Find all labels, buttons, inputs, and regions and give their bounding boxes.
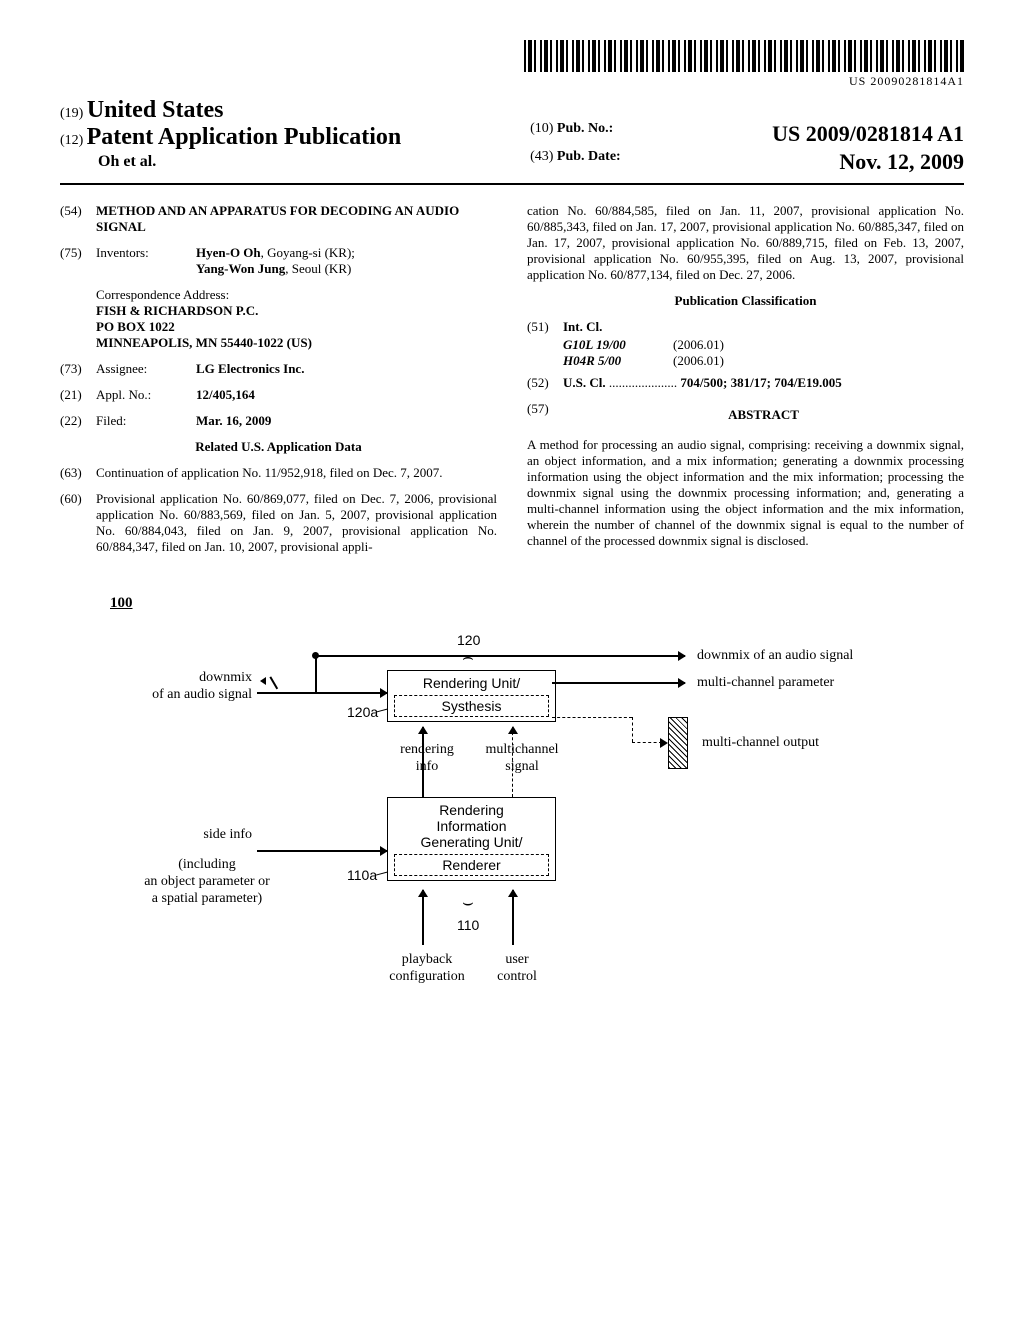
appl-num: (21) [60, 387, 96, 403]
box110-line2: Information [394, 818, 549, 834]
label-out-mcparam: multi-channel parameter [697, 675, 834, 692]
pub-date-num: (43) [530, 149, 553, 164]
ref-120a: 120a [347, 704, 378, 721]
header-block: (19) United States (12) Patent Applicati… [60, 97, 964, 185]
box-rendering-info-unit: Rendering Information Generating Unit/ R… [387, 797, 556, 881]
filed-label: Filed: [96, 413, 196, 429]
intcl-num: (51) [527, 319, 563, 335]
pub-type-num: (12) [60, 133, 83, 148]
appl-label: Appl. No.: [96, 387, 196, 403]
barcode-text: US 20090281814A1 [524, 74, 964, 89]
box120-line1: Rendering Unit/ [394, 675, 549, 691]
title-text: METHOD AND AN APPARATUS FOR DECODING AN … [96, 203, 497, 235]
intcl-1-code: G10L 19/00 [563, 337, 673, 353]
bibliographic-columns: (54) METHOD AND AN APPARATUS FOR DECODIN… [60, 203, 964, 565]
appl-value: 12/405,164 [196, 387, 497, 403]
assignee-value: LG Electronics Inc. [196, 361, 497, 377]
assignee-num: (73) [60, 361, 96, 377]
ref-110: 110 [457, 917, 479, 934]
assignee-label: Assignee: [96, 361, 196, 377]
cont-text: Continuation of application No. 11/952,9… [96, 465, 497, 481]
uscl-label: U.S. Cl. [563, 375, 606, 390]
correspondence-label: Correspondence Address: [96, 287, 497, 303]
pub-date-value: Nov. 12, 2009 [839, 149, 964, 175]
ref-110a: 110a [347, 867, 377, 884]
inventors-num: (75) [60, 245, 96, 277]
box110-line3: Generating Unit/ [394, 834, 549, 850]
label-side-info: side info [132, 827, 252, 844]
inventors-value: Hyen-O Oh [196, 245, 261, 260]
correspondence-city: MINNEAPOLIS, MN 55440-1022 (US) [96, 335, 497, 351]
label-downmix-in: downmix of an audio signal [112, 670, 252, 704]
cont-num: (63) [60, 465, 96, 481]
pub-no-num: (10) [530, 121, 553, 136]
related-heading: Related U.S. Application Data [60, 439, 497, 455]
title-num: (54) [60, 203, 96, 235]
label-user-control: user control [487, 952, 547, 986]
barcode-area: US 20090281814A1 [60, 40, 964, 89]
country-name: United States [87, 97, 224, 123]
hatched-output-box [668, 717, 688, 769]
authors-line: Oh et al. [98, 153, 494, 171]
figure-diagram: 120 ⌢ downmix of an audio signal downmix… [112, 632, 912, 1042]
correspondence-name: FISH & RICHARDSON P.C. [96, 303, 497, 319]
abstract-text: A method for processing an audio signal,… [527, 437, 964, 549]
label-side-info-sub: (including an object parameter or a spat… [122, 857, 292, 907]
uscl-dots: ..................... [606, 375, 681, 390]
intcl-label: Int. Cl. [563, 319, 602, 335]
label-multichannel-signal: multichannel signal [477, 742, 567, 776]
filed-num: (22) [60, 413, 96, 429]
filed-value: Mar. 16, 2009 [196, 413, 497, 429]
box-rendering-unit: Rendering Unit/ Systhesis [387, 670, 556, 722]
abstract-heading: ABSTRACT [563, 407, 964, 423]
classification-heading: Publication Classification [527, 293, 964, 309]
abstract-num: (57) [527, 401, 563, 427]
uscl-num: (52) [527, 375, 563, 391]
intcl-2-year: (2006.01) [673, 353, 773, 369]
label-rendering-info: rendering info [387, 742, 467, 776]
pub-date-label: Pub. Date: [557, 149, 621, 165]
intcl-2-code: H04R 5/00 [563, 353, 673, 369]
box110-line1: Rendering [394, 802, 549, 818]
uscl-value: 704/500; 381/17; 704/E19.005 [680, 375, 841, 390]
inventors-label: Inventors: [96, 245, 196, 277]
correspondence-box: PO BOX 1022 [96, 319, 497, 335]
label-out-downmix: downmix of an audio signal [697, 648, 853, 665]
box120-line2: Systhesis [394, 695, 549, 717]
intcl-1-year: (2006.01) [673, 337, 773, 353]
pub-no-value: US 2009/0281814 A1 [772, 121, 964, 147]
pub-type: Patent Application Publication [87, 124, 402, 150]
figure-ref: 100 [110, 595, 964, 612]
box110-line4: Renderer [394, 854, 549, 876]
barcode-stripes [524, 40, 964, 72]
prov-text-1: Provisional application No. 60/869,077, … [96, 491, 497, 555]
label-out-mcoutput: multi-channel output [702, 735, 819, 752]
figure-wrap: 100 120 ⌢ downmix of an audio signal dow… [60, 595, 964, 1042]
country-num: (19) [60, 106, 83, 121]
prov-num: (60) [60, 491, 96, 555]
label-playback: playback configuration [377, 952, 477, 986]
pub-no-label: Pub. No.: [557, 121, 613, 137]
prov-text-2: cation No. 60/884,585, filed on Jan. 11,… [527, 203, 964, 283]
